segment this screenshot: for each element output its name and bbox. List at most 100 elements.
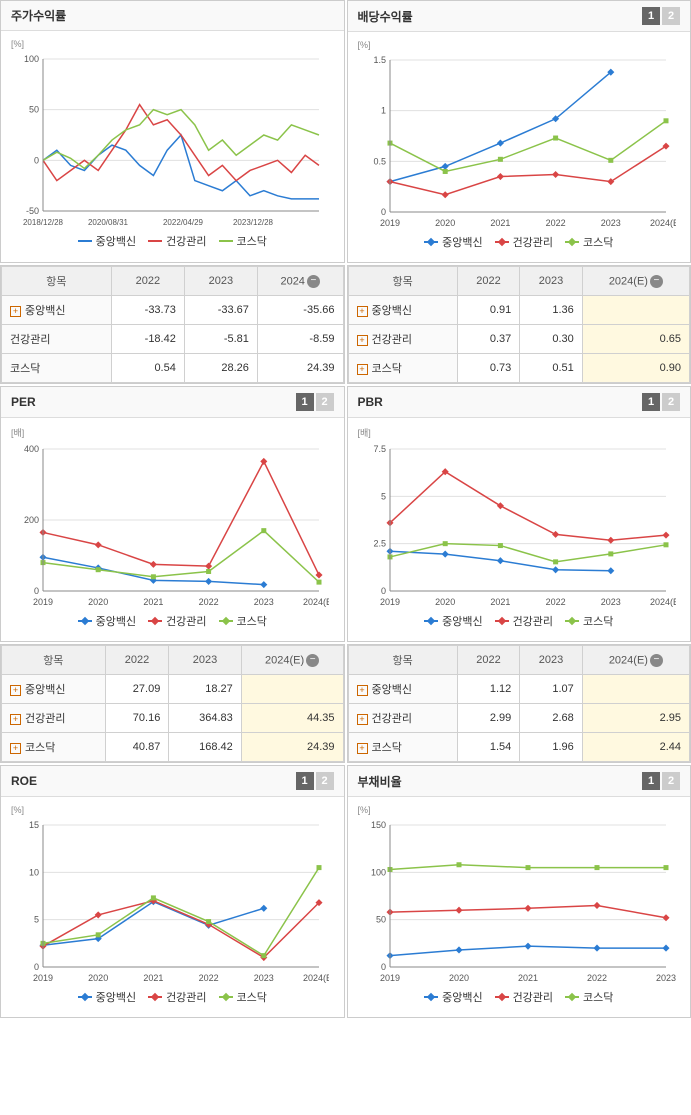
row-label: +코스닥 bbox=[348, 354, 457, 383]
legend: 중앙백신건강관리코스닥 bbox=[356, 230, 683, 254]
cell: 364.83 bbox=[169, 704, 241, 733]
svg-text:15: 15 bbox=[29, 820, 39, 830]
panel-stockReturn: 주가수익률[%]-500501002018/12/282020/08/31202… bbox=[0, 0, 345, 263]
svg-text:2019: 2019 bbox=[33, 973, 53, 983]
col-header: 2024(E)− bbox=[582, 267, 689, 296]
row-label: 건강관리 bbox=[2, 325, 112, 354]
table-row: +중앙백신27.0918.27 bbox=[2, 675, 344, 704]
expand-icon[interactable]: + bbox=[357, 714, 368, 725]
svg-text:2023: 2023 bbox=[600, 597, 620, 607]
tab-2[interactable]: 2 bbox=[662, 393, 680, 411]
legend-item: 중앙백신 bbox=[78, 989, 136, 1005]
expand-icon[interactable]: + bbox=[10, 714, 21, 725]
svg-text:50: 50 bbox=[29, 105, 39, 115]
svg-text:50: 50 bbox=[375, 915, 385, 925]
cell: 28.26 bbox=[184, 354, 257, 383]
tab-1[interactable]: 1 bbox=[642, 393, 660, 411]
cell: 2.68 bbox=[520, 704, 583, 733]
cell: 18.27 bbox=[169, 675, 241, 704]
expand-icon[interactable]: + bbox=[357, 685, 368, 696]
legend-item: 코스닥 bbox=[219, 989, 267, 1005]
tab-2[interactable]: 2 bbox=[662, 772, 680, 790]
legend-item: 건강관리 bbox=[495, 613, 553, 629]
svg-text:2019: 2019 bbox=[379, 973, 399, 983]
svg-text:2022: 2022 bbox=[199, 973, 219, 983]
cell: 24.39 bbox=[257, 354, 343, 383]
legend-item: 중앙백신 bbox=[424, 613, 482, 629]
collapse-icon[interactable]: − bbox=[306, 654, 319, 667]
expand-icon[interactable]: + bbox=[10, 306, 21, 317]
tab-2[interactable]: 2 bbox=[316, 393, 334, 411]
expand-icon[interactable]: + bbox=[10, 743, 21, 754]
svg-text:100: 100 bbox=[370, 867, 385, 877]
svg-text:100: 100 bbox=[24, 54, 39, 64]
tabs: 12 bbox=[642, 772, 680, 790]
tab-1[interactable]: 1 bbox=[296, 393, 314, 411]
tab-2[interactable]: 2 bbox=[316, 772, 334, 790]
tab-1[interactable]: 1 bbox=[296, 772, 314, 790]
cell: 2.44 bbox=[582, 733, 689, 762]
col-header: 2022 bbox=[105, 646, 169, 675]
svg-text:0: 0 bbox=[34, 962, 39, 972]
table-row: +코스닥40.87168.4224.39 bbox=[2, 733, 344, 762]
svg-text:2018/12/28: 2018/12/28 bbox=[23, 218, 64, 227]
tab-2[interactable]: 2 bbox=[662, 7, 680, 25]
legend-item: 코스닥 bbox=[565, 613, 613, 629]
svg-text:2020: 2020 bbox=[435, 597, 455, 607]
svg-text:150: 150 bbox=[370, 820, 385, 830]
tab-1[interactable]: 1 bbox=[642, 772, 660, 790]
legend: 중앙백신 건강관리 코스닥 bbox=[356, 609, 683, 633]
svg-text:2024(E): 2024(E) bbox=[303, 973, 329, 983]
svg-text:2024(E): 2024(E) bbox=[649, 597, 675, 607]
collapse-icon[interactable]: − bbox=[650, 654, 663, 667]
panel-title: PER bbox=[11, 395, 36, 409]
cell: 2.99 bbox=[457, 704, 520, 733]
svg-text:2.5: 2.5 bbox=[373, 539, 386, 549]
svg-text:2020: 2020 bbox=[448, 973, 468, 983]
svg-text:0: 0 bbox=[380, 586, 385, 596]
svg-text:2023: 2023 bbox=[655, 973, 675, 983]
cell: 40.87 bbox=[105, 733, 169, 762]
cell: -33.67 bbox=[184, 296, 257, 325]
expand-icon[interactable]: + bbox=[357, 743, 368, 754]
legend: 중앙백신건강관리코스닥 bbox=[9, 985, 336, 1009]
svg-text:2022: 2022 bbox=[586, 973, 606, 983]
expand-icon[interactable]: + bbox=[357, 306, 368, 317]
expand-icon[interactable]: + bbox=[357, 364, 368, 375]
unit-label: [%] bbox=[356, 805, 683, 815]
legend-item: 중앙백신 bbox=[424, 989, 482, 1005]
legend-item: 건강관리 bbox=[495, 234, 553, 250]
table-row: 건강관리-18.42-5.81-8.59 bbox=[2, 325, 344, 354]
table-row: +코스닥0.730.510.90 bbox=[348, 354, 690, 383]
panel-title: 부채비율 bbox=[358, 773, 402, 790]
table-row: +건강관리2.992.682.95 bbox=[348, 704, 690, 733]
tabs: 12 bbox=[296, 393, 334, 411]
svg-text:5: 5 bbox=[34, 915, 39, 925]
row-label: +중앙백신 bbox=[348, 675, 457, 704]
table-row: 코스닥0.5428.2624.39 bbox=[2, 354, 344, 383]
expand-icon[interactable]: + bbox=[357, 335, 368, 346]
table-t4: 항목202220232024(E)−+중앙백신1.121.07+건강관리2.99… bbox=[347, 644, 691, 763]
cell: -35.66 bbox=[257, 296, 343, 325]
svg-text:2021: 2021 bbox=[517, 973, 537, 983]
col-header: 항목 bbox=[2, 267, 112, 296]
svg-text:2023: 2023 bbox=[600, 218, 620, 228]
collapse-icon[interactable]: − bbox=[307, 275, 320, 288]
tab-1[interactable]: 1 bbox=[642, 7, 660, 25]
row-label: +건강관리 bbox=[348, 325, 457, 354]
legend-item: 중앙백신 bbox=[78, 233, 136, 249]
expand-icon[interactable]: + bbox=[10, 685, 21, 696]
panel-title: 주가수익률 bbox=[11, 7, 66, 24]
collapse-icon[interactable]: − bbox=[650, 275, 663, 288]
legend-item: 건강관리 bbox=[148, 613, 206, 629]
tabs: 12 bbox=[296, 772, 334, 790]
cell: 168.42 bbox=[169, 733, 241, 762]
legend-item: 코스닥 bbox=[219, 233, 267, 249]
svg-text:2022: 2022 bbox=[199, 597, 219, 607]
cell: 1.96 bbox=[520, 733, 583, 762]
svg-text:0: 0 bbox=[380, 962, 385, 972]
cell bbox=[241, 675, 343, 704]
table-row: +중앙백신-33.73-33.67-35.66 bbox=[2, 296, 344, 325]
col-header: 항목 bbox=[348, 267, 457, 296]
panel-title: 배당수익률 bbox=[358, 8, 413, 25]
